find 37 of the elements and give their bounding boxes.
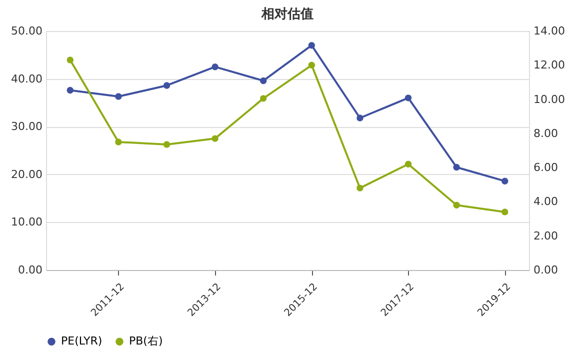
legend-label: PE(LYR) <box>61 334 102 348</box>
y-tick-label: 20.00 <box>11 168 42 181</box>
y2-tick-label: 6.00 <box>534 161 558 174</box>
y-tick-label: 10.00 <box>11 216 42 229</box>
point <box>453 164 460 171</box>
point <box>453 202 460 208</box>
point <box>115 138 122 146</box>
point <box>212 64 218 70</box>
legend-label: PB(右) <box>129 334 163 348</box>
point <box>308 62 316 68</box>
point <box>501 208 508 216</box>
y2-tick-label: 12.00 <box>534 58 565 72</box>
y-tick-label: 40.00 <box>11 72 42 86</box>
point <box>66 56 74 64</box>
point <box>260 77 267 84</box>
point <box>212 135 218 142</box>
point <box>260 95 267 102</box>
y2-tick-label: 0.00 <box>534 264 558 276</box>
point <box>115 93 122 100</box>
point <box>501 178 508 184</box>
point <box>404 94 412 102</box>
chart-title: 相对估值 <box>260 7 314 22</box>
y2-tick-label: 2.00 <box>534 229 558 242</box>
point <box>308 42 316 49</box>
y2-tick-label: 14.00 <box>534 24 565 38</box>
y2-tick-label: 10.00 <box>534 92 565 106</box>
point <box>163 82 170 89</box>
point <box>356 114 364 122</box>
point <box>163 141 170 148</box>
y-tick-label: 50.00 <box>11 24 42 38</box>
y-tick-label: 30.00 <box>11 120 42 134</box>
point <box>356 184 364 192</box>
point <box>66 86 74 94</box>
point <box>404 160 412 168</box>
y2-tick-label: 4.00 <box>534 195 558 208</box>
y-tick-label: 0.00 <box>18 264 42 276</box>
y2-tick-label: 8.00 <box>534 126 558 140</box>
